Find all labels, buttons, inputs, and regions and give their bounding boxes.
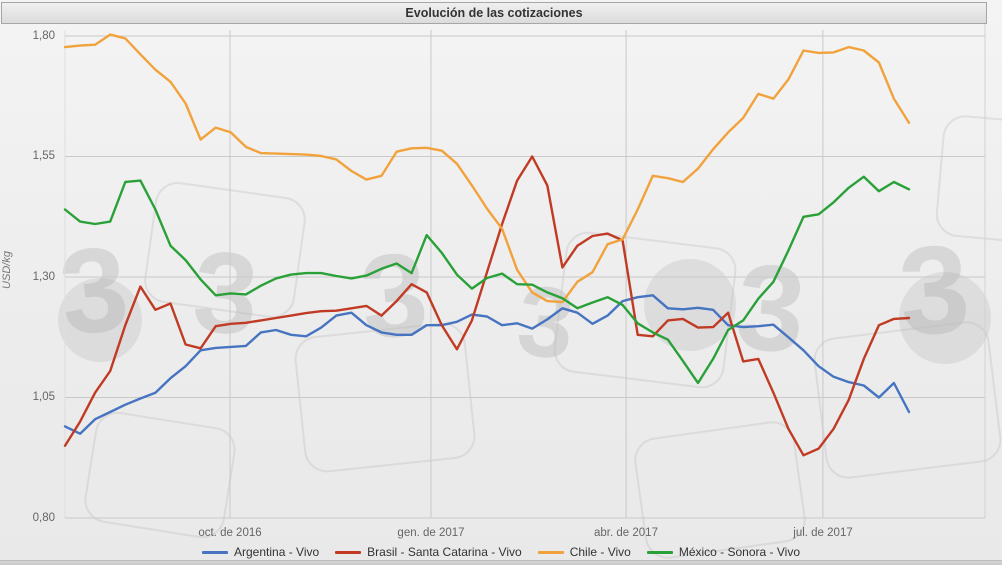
legend-item-2[interactable]: Chile - Vivo [537,545,631,559]
x-tick-jul-2017: jul. de 2017 [793,527,853,539]
watermark-glyph: 3 [731,238,810,379]
series-line [63,155,911,457]
y-tick-1-80: 1,80 [32,30,55,42]
bottom-edge-bar [0,560,1002,565]
y-tick-1-30: 1,30 [32,271,55,283]
watermark-glyph: 3 [54,221,134,361]
legend-swatch-icon [335,550,362,554]
series-line [63,175,911,385]
legend-swatch-icon [537,550,564,554]
legend-label: Chile - Vivo [569,545,631,559]
series-line [63,294,911,435]
y-tick-1-55: 1,55 [32,150,55,162]
legend-item-1[interactable]: Brasil - Santa Catarina - Vivo [335,545,522,559]
y-axis-title: USD/kg [1,251,13,289]
x-tick-gen-2017: gen. de 2017 [397,527,465,539]
legend-swatch-icon [646,550,673,554]
chart-title: Evolución de las cotizaciones [405,6,583,20]
watermark-glyph: 3 [512,264,579,381]
legend-label: Argentina - Vivo [234,545,320,559]
chart-title-bar: Evolución de las cotizaciones [1,2,987,24]
legend-item-0[interactable]: Argentina - Vivo [202,545,319,559]
y-tick-0-80: 0,80 [32,512,55,524]
series-line [63,33,911,304]
legend-label: Brasil - Santa Catarina - Vivo [367,545,522,559]
legend-swatch-icon [202,550,228,554]
x-tick-abr-2017: abr. de 2017 [594,527,658,539]
y-tick-1-05: 1,05 [32,391,55,403]
watermark-glyph: 3 [895,219,974,363]
x-tick-oct-2016: oct. de 2016 [198,527,262,539]
chart-legend: Argentina - Vivo Brasil - Santa Catarina … [0,543,1002,561]
legend-label: México - Sonora - Vivo [678,545,800,559]
legend-item-3[interactable]: México - Sonora - Vivo [646,545,800,559]
